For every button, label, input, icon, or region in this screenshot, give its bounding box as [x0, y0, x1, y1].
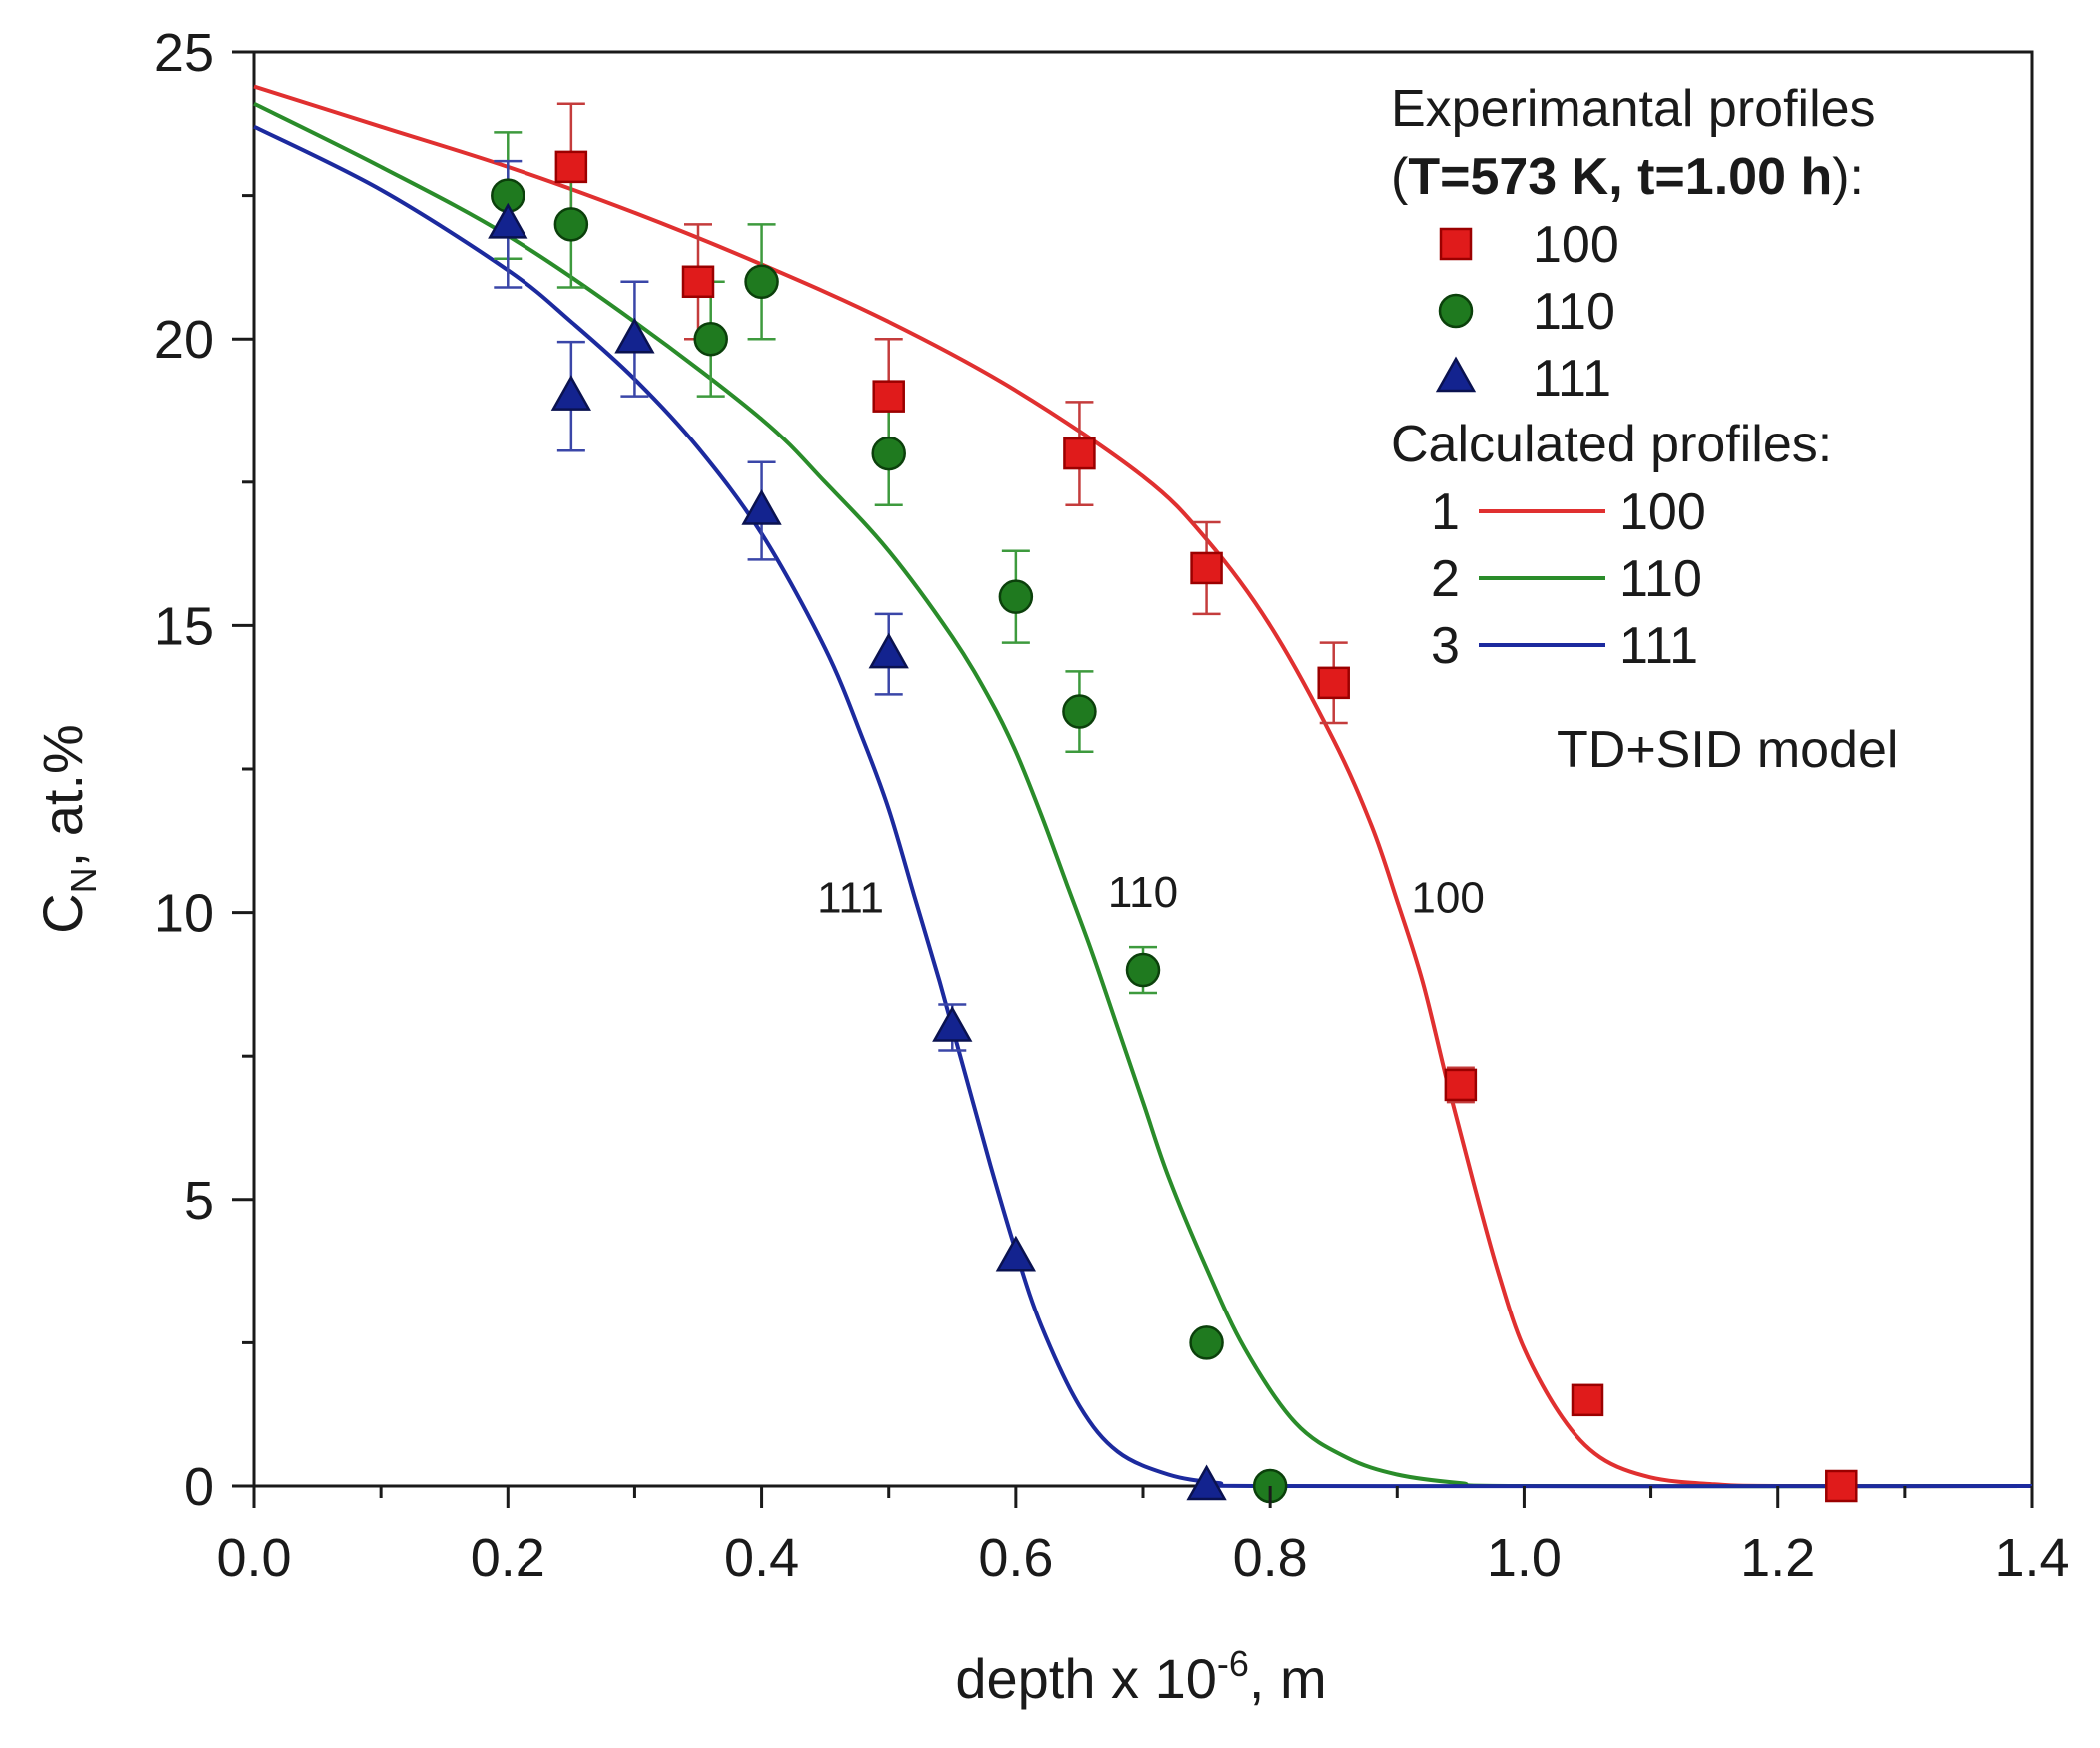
data-point-111: [488, 202, 528, 239]
legend-marker-111: [1435, 356, 1477, 393]
fit-curve-100: [253, 84, 2033, 1489]
x-tick-label: 0.0: [216, 1528, 291, 1588]
y-tick-label: 20: [154, 310, 214, 370]
data-point-110: [693, 321, 728, 357]
y-axis-title: CN, at.%: [31, 724, 104, 934]
data-point-100: [681, 265, 715, 299]
legend-exp-label-100: 100: [1533, 216, 1619, 274]
y-tick-label: 15: [154, 596, 214, 656]
data-point-100: [872, 380, 905, 413]
curve-labels: 111 110 100: [817, 868, 1485, 923]
data-point-111: [1186, 1464, 1227, 1501]
data-point-100: [1444, 1068, 1478, 1102]
data-point-111: [932, 1005, 973, 1042]
legend-calc-title: Calculated profiles:: [1391, 416, 1832, 473]
curve-label-100: 100: [1411, 874, 1484, 923]
data-point-110: [871, 436, 906, 471]
legend-calc-index-111: 3: [1431, 617, 1460, 675]
legend-calc-index-100: 1: [1431, 483, 1460, 541]
data-point-100: [554, 150, 588, 184]
curve-label-110: 110: [1108, 868, 1178, 917]
data-point-110: [1062, 694, 1097, 729]
fit-curves: [253, 84, 2033, 1489]
data-point-111: [614, 317, 655, 354]
data-point-110: [744, 264, 779, 300]
legend-calc-label-111: 111: [1619, 617, 1698, 675]
data-point-110: [998, 579, 1034, 614]
data-point-111: [995, 1235, 1036, 1272]
legend-calc-label-100: 100: [1619, 483, 1706, 541]
data-point-111: [550, 375, 591, 411]
y-tick-label: 0: [184, 1457, 214, 1517]
fit-curve-111: [253, 124, 2033, 1489]
y-tick-label: 25: [154, 23, 214, 83]
legend-calc-label-110: 110: [1619, 550, 1702, 608]
data-point-100: [1190, 551, 1223, 585]
curve-label-111: 111: [817, 874, 884, 923]
data-point-110: [1125, 952, 1161, 988]
x-tick-label: 1.2: [1740, 1528, 1815, 1588]
data-point-111: [868, 632, 909, 669]
legend: Experimantal profiles (T=573 K, t=1.00 h…: [1391, 80, 1898, 779]
data-points: [488, 150, 1858, 1504]
legend-calc-index-110: 2: [1431, 550, 1460, 608]
data-point-100: [1825, 1469, 1858, 1503]
data-point-100: [1063, 437, 1096, 470]
data-point-100: [1571, 1383, 1604, 1417]
x-tick-label: 0.8: [1233, 1528, 1308, 1588]
legend-exp-label-111: 111: [1533, 350, 1611, 408]
axis-ticks: 0.0 0.2 0.4 0.6 0.8 1.0 1.2 1.4 0 5 10 15 20 25: [154, 23, 2070, 1588]
x-tick-label: 0.4: [724, 1528, 799, 1588]
legend-calc-entries: 1 100 2 110 3 111: [1431, 483, 1706, 675]
data-point-110: [1189, 1325, 1224, 1360]
y-tick-label: 5: [184, 1171, 214, 1231]
legend-model-note: TD+SID model: [1557, 721, 1898, 779]
legend-marker-100: [1439, 227, 1473, 261]
x-axis-title: depth x 10-6, m: [955, 1643, 1326, 1710]
x-tick-label: 1.4: [1994, 1528, 2069, 1588]
fit-curve-110: [253, 101, 2033, 1489]
legend-exp-title: Experimantal profiles: [1391, 80, 1876, 138]
legend-exp-conditions: (T=573 K, t=1.00 h):: [1391, 148, 1864, 206]
legend-exp-label-110: 110: [1533, 283, 1615, 341]
legend-exp-entries: 100 110 111: [1435, 216, 1619, 408]
x-tick-label: 1.0: [1487, 1528, 1562, 1588]
legend-marker-110: [1438, 293, 1474, 329]
error-bars: [494, 102, 1475, 1104]
data-point-100: [1317, 666, 1350, 700]
data-point-111: [741, 488, 782, 525]
x-tick-label: 0.2: [471, 1528, 545, 1588]
x-tick-label: 0.6: [978, 1528, 1053, 1588]
y-tick-label: 10: [154, 884, 214, 944]
data-point-110: [553, 207, 589, 242]
